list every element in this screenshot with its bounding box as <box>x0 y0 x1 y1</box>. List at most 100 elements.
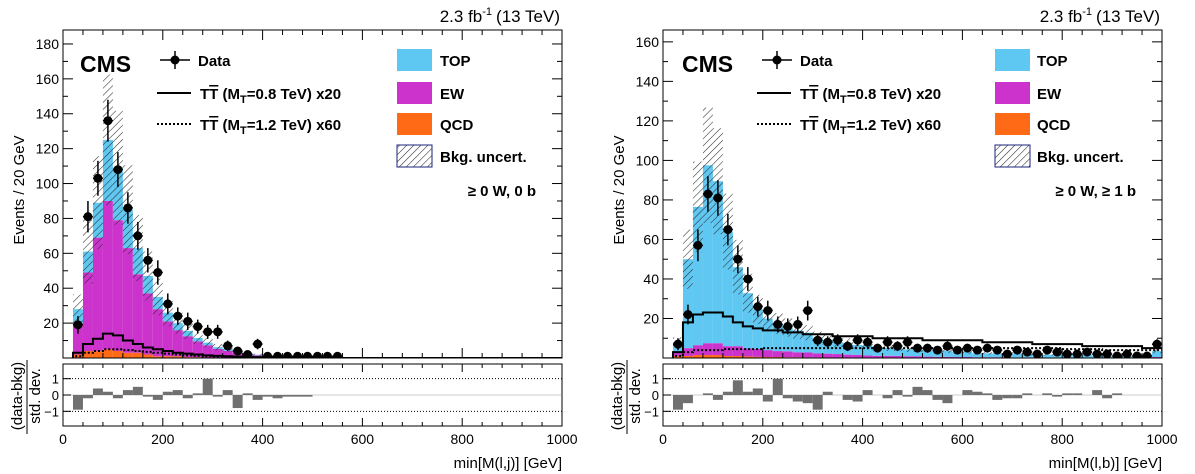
ratio-bar <box>672 395 683 410</box>
data-point <box>173 311 183 321</box>
bar-top <box>732 267 743 347</box>
legend-data: Data <box>160 51 231 70</box>
bar-qcd <box>132 352 143 358</box>
uncertainty-band <box>692 161 703 253</box>
ratio-bar <box>912 386 923 395</box>
bar-top <box>942 350 953 357</box>
legend-qcd: QCD <box>995 113 1071 135</box>
bar-ew <box>72 323 83 355</box>
ratio-bar <box>112 395 123 399</box>
svg-text:QCD: QCD <box>1037 117 1071 134</box>
bar-qcd <box>672 356 683 358</box>
data-point <box>972 345 982 355</box>
data-point <box>332 351 342 358</box>
data-point <box>233 346 243 356</box>
bar-ew <box>842 354 853 358</box>
bar-ew <box>872 355 883 358</box>
bar-ew <box>122 248 133 353</box>
bar-qcd <box>162 356 173 358</box>
bar-ew <box>942 356 953 358</box>
data-point <box>922 343 932 353</box>
bar-top <box>892 347 903 356</box>
legend: Data TT (MT=0.8 TeV) x20 TT (MT=1.2 TeV)… <box>157 49 527 168</box>
data-point <box>1052 347 1062 357</box>
bar-ew <box>822 353 833 358</box>
legend-ew: EW <box>995 82 1062 104</box>
y-axis-title: Events / 20 GeV <box>11 135 28 244</box>
bar-qcd <box>722 356 733 358</box>
uncertainty-band <box>212 343 223 351</box>
data-point <box>322 351 332 358</box>
bar-ew <box>782 351 793 358</box>
data-point <box>1082 347 1092 357</box>
data-point <box>733 254 743 264</box>
ratio-bar <box>822 391 833 395</box>
ratio-bar <box>102 391 113 395</box>
ratio-bar <box>92 388 103 395</box>
ratio-layer <box>63 378 562 412</box>
bar-top <box>792 330 803 353</box>
data-point <box>673 339 683 349</box>
signal-line-2 <box>671 347 1162 358</box>
data-point <box>763 306 773 316</box>
bar-qcd <box>152 356 163 358</box>
bar-ew <box>742 348 753 357</box>
ratio-bar <box>852 395 863 402</box>
lumi-label: 2.3 fb-1 (13 TeV) <box>1040 6 1160 26</box>
data-point <box>153 268 163 278</box>
ratio-bar <box>82 395 93 399</box>
data-point <box>1092 349 1102 358</box>
ratio-layer <box>663 378 1162 412</box>
bar-qcd <box>742 356 753 358</box>
y-tick-label: 20 <box>643 310 659 326</box>
ratio-bar <box>902 395 913 397</box>
data-point <box>753 302 763 312</box>
uncertainty-band <box>682 229 693 289</box>
bar-ew <box>802 352 813 358</box>
x-tick-label: 0 <box>659 431 667 447</box>
ratio-bar <box>732 380 743 395</box>
ratio-bar <box>162 391 173 395</box>
x-tick-label: 200 <box>751 431 775 447</box>
category-label: ≥ 0 W, 0 b <box>468 183 536 200</box>
uncertainty-band <box>742 273 753 313</box>
lumi-label: 2.3 fb-1 (13 TeV) <box>440 6 560 26</box>
data-point <box>213 327 223 337</box>
legend-uncert: Bkg. uncert. <box>994 144 1124 168</box>
svg-text:TT (MT=1.2 TeV) x60: TT (MT=1.2 TeV) x60 <box>800 117 941 137</box>
bar-top <box>782 327 793 352</box>
bar-ew <box>132 274 143 353</box>
ratio-bar <box>842 395 853 400</box>
bar-top <box>862 345 873 356</box>
bar-qcd <box>172 356 183 358</box>
data-point <box>263 351 273 358</box>
data-point <box>1072 349 1082 358</box>
uncertainty-band <box>192 331 203 344</box>
bar-ew <box>172 330 183 357</box>
ratio-bar <box>272 395 283 399</box>
ratio-bar <box>1072 393 1083 395</box>
x-tick-label: 800 <box>1051 431 1075 447</box>
experiment-label: CMS <box>80 51 131 77</box>
bar-ew <box>142 293 153 355</box>
bar-ew <box>912 356 923 358</box>
ratio-bar <box>72 395 83 410</box>
y-tick-label: 160 <box>36 71 60 87</box>
data-point <box>912 343 922 353</box>
bar-qcd <box>72 354 83 358</box>
legend-qcd: QCD <box>397 113 474 135</box>
legend-signal-2: TT (MT=1.2 TeV) x60 <box>157 117 341 137</box>
ratio-bar <box>222 390 233 395</box>
ratio-bar <box>122 390 133 395</box>
bar-ew <box>722 346 733 357</box>
bar-ew <box>922 356 933 358</box>
svg-text:Data: Data <box>800 53 833 70</box>
data-point <box>793 319 803 329</box>
y-tick-label: 120 <box>636 113 660 129</box>
legend-signal-1: TT (MT=0.8 TeV) x20 <box>757 86 941 106</box>
ratio-bar <box>1102 395 1113 399</box>
experiment-label: CMS <box>682 51 733 77</box>
bar-ew <box>892 355 903 358</box>
bar-top <box>982 353 993 358</box>
